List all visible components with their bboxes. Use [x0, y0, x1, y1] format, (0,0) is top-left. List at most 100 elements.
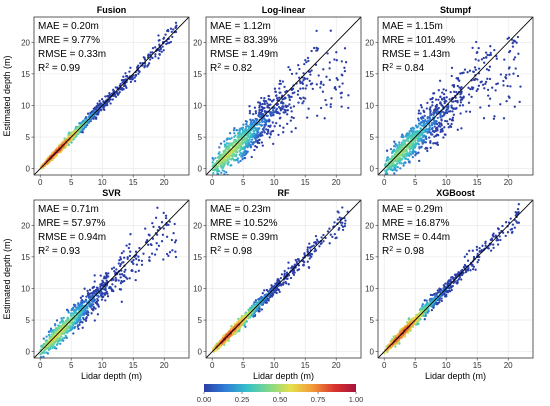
data-point: [167, 254, 170, 258]
panel-title: Log-linear: [262, 5, 306, 15]
data-point: [62, 324, 66, 327]
data-point: [63, 137, 66, 140]
data-point: [256, 131, 259, 134]
data-point: [139, 61, 142, 65]
data-point: [422, 120, 425, 123]
data-point: [443, 100, 446, 103]
data-point: [513, 56, 517, 59]
data-point: [151, 46, 155, 50]
data-point: [281, 107, 284, 110]
data-point: [409, 150, 412, 154]
data-point: [291, 92, 294, 95]
data-point: [93, 280, 96, 283]
data-point: [244, 128, 247, 131]
data-point: [251, 132, 254, 136]
data-point: [67, 143, 70, 147]
data-point: [158, 49, 161, 52]
data-point: [324, 236, 327, 240]
data-point: [101, 295, 105, 298]
data-point: [316, 114, 319, 117]
data-point: [433, 141, 437, 145]
data-point: [384, 172, 387, 175]
y-tick-label: 0: [26, 165, 31, 174]
data-point: [237, 161, 240, 164]
data-point: [433, 130, 436, 134]
data-point: [171, 249, 174, 252]
data-point: [289, 276, 293, 280]
data-point: [216, 165, 220, 168]
data-point: [292, 105, 296, 108]
data-point: [119, 282, 123, 285]
data-point: [249, 125, 252, 128]
data-point: [450, 104, 453, 107]
data-point: [386, 156, 390, 159]
data-point: [77, 126, 80, 129]
data-point: [248, 315, 251, 318]
data-point: [460, 90, 463, 93]
data-point: [392, 155, 395, 158]
data-point: [68, 131, 71, 134]
data-point: [290, 116, 293, 119]
data-point: [429, 113, 432, 117]
data-point: [502, 84, 505, 87]
data-point: [411, 152, 415, 155]
data-point: [223, 149, 226, 152]
data-point: [248, 138, 251, 141]
data-point: [67, 311, 70, 314]
data-point: [517, 203, 520, 206]
data-point: [211, 161, 214, 164]
data-point: [426, 147, 429, 150]
data-point: [46, 352, 50, 355]
stat-mre: MRE = 9.77%: [38, 35, 100, 46]
data-point: [509, 85, 512, 88]
data-point: [306, 116, 309, 119]
data-point: [216, 168, 219, 171]
data-point: [439, 116, 442, 119]
data-point: [246, 146, 249, 149]
stat-mae: MAE = 0.23m: [210, 204, 271, 215]
data-point: [108, 91, 111, 95]
data-point: [255, 146, 259, 149]
data-point: [213, 163, 216, 166]
data-point: [334, 88, 338, 91]
data-point: [39, 356, 43, 358]
data-point: [316, 47, 320, 50]
data-point: [429, 111, 432, 115]
data-point: [385, 149, 389, 152]
data-point: [78, 304, 81, 307]
data-point: [303, 76, 306, 80]
data-point: [306, 250, 309, 253]
data-point: [91, 303, 94, 306]
data-point: [134, 278, 137, 282]
stat-rmse: RMSE = 0.94m: [38, 232, 106, 243]
data-point: [119, 264, 122, 268]
data-point: [347, 94, 350, 97]
data-point: [63, 146, 67, 150]
data-point: [225, 171, 228, 174]
data-point: [266, 105, 269, 108]
data-point: [259, 103, 262, 106]
data-point: [235, 128, 238, 132]
data-point: [117, 262, 120, 265]
panel-border: [205, 16, 362, 176]
data-point: [429, 141, 432, 144]
data-point: [172, 232, 175, 235]
data-point: [83, 125, 87, 128]
data-point: [258, 307, 261, 311]
data-point: [402, 164, 405, 167]
y-tick-label: 10: [21, 101, 30, 110]
data-point: [232, 129, 236, 132]
data-point: [468, 110, 472, 113]
data-point: [261, 144, 264, 147]
data-point: [75, 133, 78, 136]
data-point: [64, 319, 68, 323]
data-point: [489, 53, 493, 57]
data-point: [400, 162, 403, 165]
data-point: [120, 251, 124, 255]
data-point: [287, 261, 290, 264]
data-point: [233, 147, 236, 150]
data-point: [79, 296, 83, 299]
data-point: [147, 63, 150, 67]
data-point: [85, 306, 88, 309]
